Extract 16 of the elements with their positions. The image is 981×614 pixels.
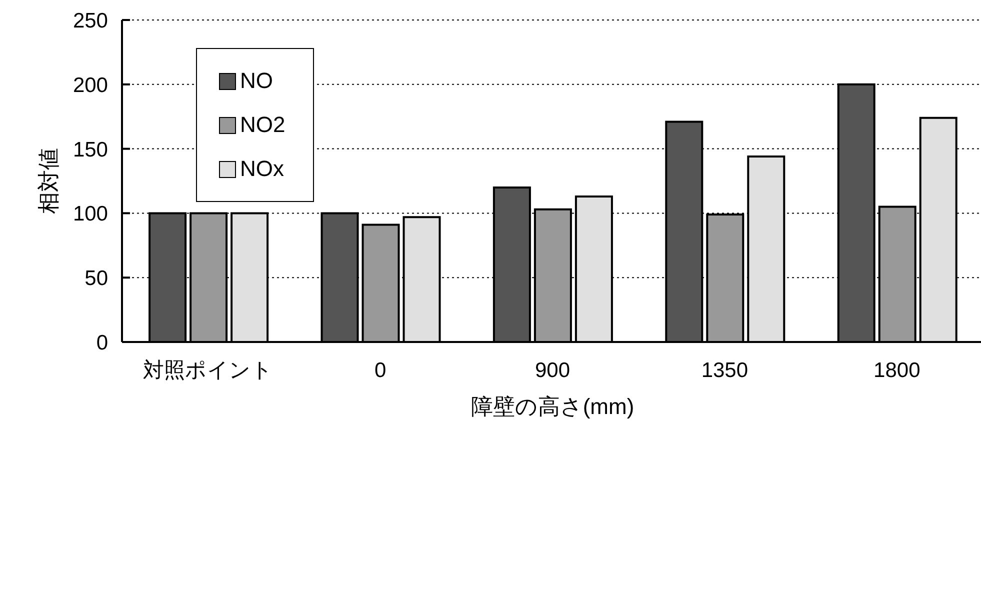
x-axis-title: 障壁の高さ(mm) [470,394,634,419]
y-tick-label: 50 [84,267,108,290]
x-tick-label: 対照ポイント [143,358,274,382]
y-tick-label: 250 [72,9,108,32]
legend-label: NO [240,68,273,94]
x-tick-label: 1350 [701,358,748,382]
legend-label: NO2 [240,112,286,138]
y-tick-label: 200 [72,74,108,97]
y-tick-label: 150 [72,138,108,162]
y-axis-title: 相対値 [36,148,61,214]
x-tick-label: 0 [374,358,386,382]
y-tick-label: 0 [96,331,108,354]
legend-label: NOx [240,156,284,182]
x-tick-label: 1800 [874,358,920,382]
y-tick-label: 100 [72,202,108,226]
x-tick-label: 900 [534,358,570,382]
